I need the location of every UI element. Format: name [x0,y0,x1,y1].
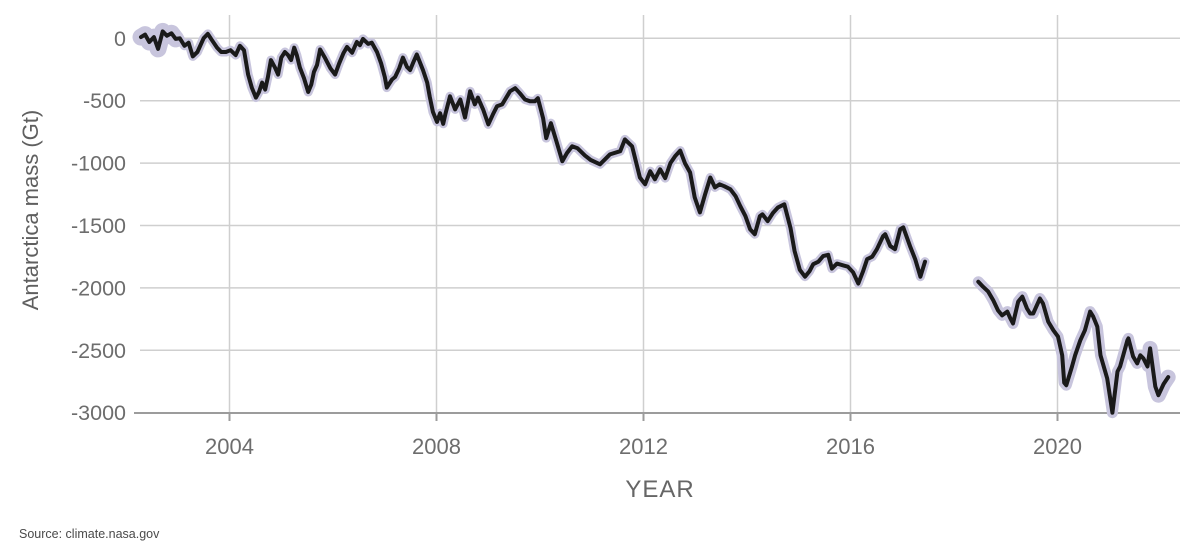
x-tick-label: 2016 [826,434,875,459]
y-tick-label: -2000 [71,276,126,300]
source-note: Source: climate.nasa.gov [19,527,160,541]
x-axis-title: YEAR [625,476,695,503]
x-tick-label: 2008 [412,434,461,459]
x-tick-label: 2004 [205,434,254,459]
x-tick-label: 2020 [1033,434,1082,459]
y-tick-label: -1000 [71,152,126,176]
y-tick-label: -3000 [71,401,126,425]
x-tick-label: 2012 [619,434,668,459]
y-tick-label: -1500 [71,214,126,238]
y-tick-label: -2500 [71,339,126,363]
y-tick-label: 0 [114,27,126,51]
uncertainty-band-segment-2 [972,276,1174,419]
mass-anomaly-segment-1 [139,29,927,286]
y-axis-title: Antarctica mass (Gt) [18,109,43,311]
y-tick-label: -500 [83,89,126,113]
mass-anomaly-segment-2 [976,279,1171,415]
uncertainty-band-segment-1 [136,26,930,288]
